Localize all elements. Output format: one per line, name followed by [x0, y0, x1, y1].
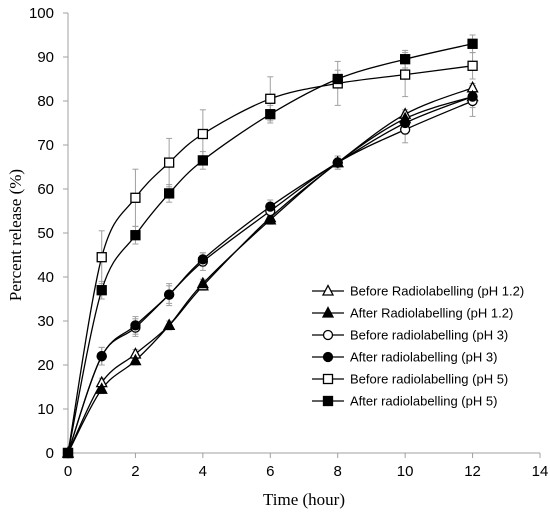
data-point-before-radiolabelling-ph-5 — [130, 192, 141, 203]
series-markers — [61, 38, 479, 459]
axes: 0 10 20 30 40 50 60 70 80 90 100 0 2 4 6 8 10 12 14 — [29, 5, 548, 480]
legend: Before Radiolabelling (pH 1.2) After Radi… — [312, 284, 524, 409]
data-point-after-radiolabelling-ph-5 — [467, 38, 478, 49]
legend-label: After radiolabelling (pH 5) — [350, 394, 497, 409]
legend-item-after-radiolabelling-ph-1-2: After Radiolabelling (pH 1.2) — [312, 306, 513, 321]
data-point-after-radiolabelling-ph-5 — [163, 188, 175, 199]
x-tick-label: 12 — [464, 463, 481, 480]
data-point-after-radiolabelling-ph-5 — [399, 54, 411, 65]
data-point-after-radiolabelling-ph-5 — [96, 285, 107, 296]
y-tick-label: 60 — [37, 181, 54, 198]
y-tick-label: 80 — [37, 93, 54, 110]
data-point-after-radiolabelling-ph-5 — [197, 155, 209, 166]
legend-label: After Radiolabelling (pH 1.2) — [350, 306, 513, 321]
legend-label: Before Radiolabelling (pH 1.2) — [350, 284, 524, 299]
series-line-before-radiolabelling-ph-5 — [67, 65, 473, 454]
legend-marker-before-radiolabelling-ph-3 — [322, 329, 334, 341]
x-axis-label: Time (hour) — [263, 490, 345, 509]
y-tick-label: 40 — [37, 269, 54, 286]
data-point-before-radiolabelling-ph-5 — [399, 69, 411, 80]
data-point-after-radiolabelling-ph-1-2 — [196, 276, 209, 289]
data-point-after-radiolabelling-ph-5 — [332, 73, 343, 85]
data-point-after-radiolabelling-ph-5 — [130, 230, 141, 241]
data-point-before-radiolabelling-ph-5 — [197, 128, 209, 140]
data-point-after-radiolabelling-ph-1-2 — [264, 212, 277, 225]
x-tick-label: 8 — [334, 463, 342, 480]
data-point-before-radiolabelling-ph-5 — [467, 60, 478, 71]
y-tick-label: 50 — [37, 225, 54, 242]
legend-marker-after-radiolabelling-ph-5 — [322, 395, 334, 407]
legend-item-after-radiolabelling-ph-5: After radiolabelling (pH 5) — [312, 394, 497, 409]
legend-marker-after-radiolabelling-ph-1-2 — [321, 306, 335, 318]
legend-item-after-radiolabelling-ph-3: After radiolabelling (pH 3) — [312, 350, 497, 365]
data-point-after-radiolabelling-ph-5 — [62, 447, 74, 459]
data-point-after-radiolabelling-ph-1-2 — [163, 318, 176, 331]
data-point-after-radiolabelling-ph-1-2 — [95, 382, 108, 394]
legend-label: After radiolabelling (pH 3) — [350, 350, 497, 365]
data-point-after-radiolabelling-ph-3 — [265, 201, 276, 212]
data-point-after-radiolabelling-ph-5 — [265, 109, 276, 120]
data-point-after-radiolabelling-ph-3 — [332, 157, 343, 168]
y-tick-label: 90 — [37, 49, 54, 66]
legend-label: Before radiolabelling (pH 5) — [350, 372, 508, 387]
series-line-after-radiolabelling-ph-1-2 — [67, 95, 473, 454]
legend-marker-before-radiolabelling-ph-1-2 — [321, 284, 335, 296]
data-point-after-radiolabelling-ph-3 — [467, 91, 478, 102]
series-line-before-radiolabelling-ph-1-2 — [67, 87, 473, 454]
data-point-after-radiolabelling-ph-3 — [163, 289, 175, 300]
y-tick-label: 30 — [37, 313, 54, 330]
legend-item-before-radiolabelling-ph-5: Before radiolabelling (pH 5) — [312, 372, 508, 387]
data-point-after-radiolabelling-ph-3 — [130, 320, 141, 331]
legend-item-before-radiolabelling-ph-1-2: Before Radiolabelling (pH 1.2) — [312, 284, 524, 299]
data-point-after-radiolabelling-ph-1-2 — [129, 353, 142, 366]
y-tick-label: 20 — [37, 357, 54, 374]
legend-marker-after-radiolabelling-ph-3 — [322, 351, 334, 363]
y-tick-label: 100 — [29, 5, 54, 22]
y-tick-label: 70 — [37, 137, 54, 154]
data-point-after-radiolabelling-ph-3 — [197, 254, 209, 265]
data-point-before-radiolabelling-ph-5 — [96, 252, 107, 263]
x-tick-label: 0 — [64, 463, 72, 480]
x-tick-label: 10 — [397, 463, 414, 480]
x-tick-label: 6 — [266, 463, 274, 480]
data-point-before-radiolabelling-ph-5 — [265, 93, 276, 104]
legend-item-before-radiolabelling-ph-3: Before radiolabelling (pH 3) — [312, 328, 508, 343]
legend-marker-before-radiolabelling-ph-5 — [322, 373, 334, 385]
y-tick-label: 0 — [46, 445, 54, 462]
data-point-before-radiolabelling-ph-5 — [163, 157, 175, 168]
legend-label: Before radiolabelling (pH 3) — [350, 328, 508, 343]
y-axis-label: Percent release (%) — [6, 169, 25, 301]
x-tick-label: 4 — [199, 463, 207, 480]
x-tick-label: 2 — [131, 463, 139, 480]
data-point-after-radiolabelling-ph-3 — [399, 117, 411, 129]
y-tick-label: 10 — [37, 401, 54, 418]
data-point-after-radiolabelling-ph-3 — [96, 351, 107, 362]
x-tick-label: 14 — [532, 463, 549, 480]
